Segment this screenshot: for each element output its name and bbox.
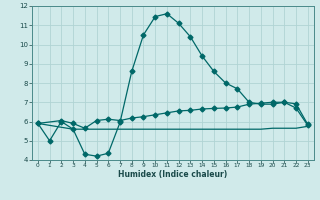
X-axis label: Humidex (Indice chaleur): Humidex (Indice chaleur)	[118, 170, 228, 179]
